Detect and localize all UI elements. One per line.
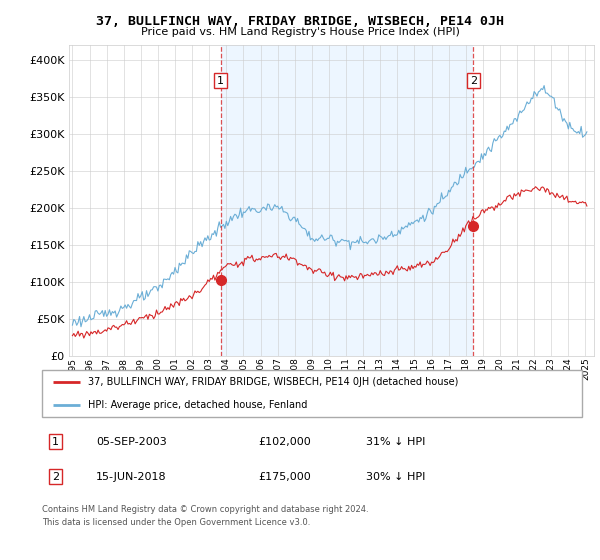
Text: £102,000: £102,000 bbox=[258, 437, 311, 447]
Text: 37, BULLFINCH WAY, FRIDAY BRIDGE, WISBECH, PE14 0JH: 37, BULLFINCH WAY, FRIDAY BRIDGE, WISBEC… bbox=[96, 15, 504, 27]
Text: £175,000: £175,000 bbox=[258, 472, 311, 482]
Text: Contains HM Land Registry data © Crown copyright and database right 2024.
This d: Contains HM Land Registry data © Crown c… bbox=[42, 505, 368, 528]
Text: 1: 1 bbox=[52, 437, 59, 447]
Text: 2: 2 bbox=[470, 76, 477, 86]
Text: 37, BULLFINCH WAY, FRIDAY BRIDGE, WISBECH, PE14 0JH (detached house): 37, BULLFINCH WAY, FRIDAY BRIDGE, WISBEC… bbox=[88, 377, 458, 387]
Text: HPI: Average price, detached house, Fenland: HPI: Average price, detached house, Fenl… bbox=[88, 400, 307, 410]
Bar bbox=[221, 45, 473, 356]
Text: 2: 2 bbox=[52, 472, 59, 482]
Text: Price paid vs. HM Land Registry's House Price Index (HPI): Price paid vs. HM Land Registry's House … bbox=[140, 27, 460, 37]
Text: 1: 1 bbox=[217, 76, 224, 86]
Text: 31% ↓ HPI: 31% ↓ HPI bbox=[366, 437, 425, 447]
Text: 15-JUN-2018: 15-JUN-2018 bbox=[96, 472, 167, 482]
Text: 30% ↓ HPI: 30% ↓ HPI bbox=[366, 472, 425, 482]
FancyBboxPatch shape bbox=[42, 370, 582, 417]
Text: 05-SEP-2003: 05-SEP-2003 bbox=[96, 437, 167, 447]
